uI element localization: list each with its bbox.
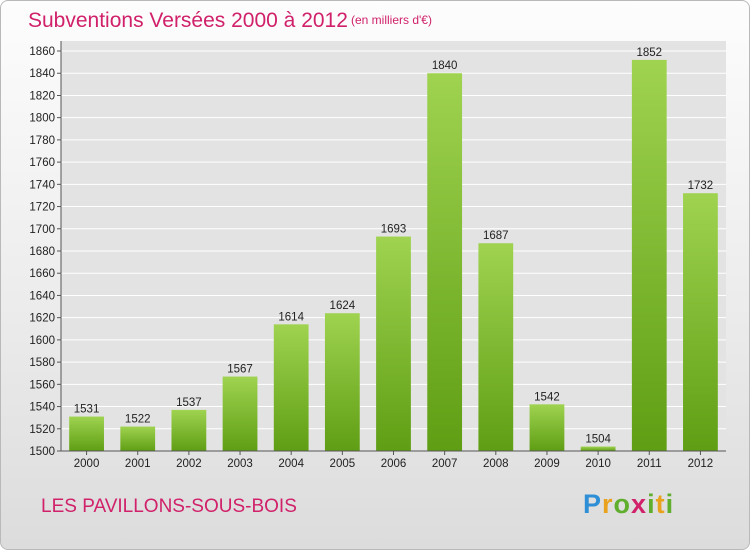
bar-2002 <box>171 409 207 451</box>
y-tick-label: 1860 <box>29 46 55 58</box>
value-label-2011: 1852 <box>636 47 662 59</box>
bar-2009 <box>529 404 565 451</box>
logo-letter: P <box>583 489 603 519</box>
bar-2001 <box>120 426 156 451</box>
chart-subtitle: (en milliers d'€) <box>351 13 432 27</box>
bar-2011 <box>631 59 667 452</box>
x-tick-label-2006: 2006 <box>381 458 407 470</box>
proxiti-logo[interactable]: Proxiti <box>583 489 674 520</box>
x-tick-label-2009: 2009 <box>534 458 560 470</box>
value-label-2002: 1537 <box>176 397 202 409</box>
x-tick-label-2010: 2010 <box>585 458 611 470</box>
bar-2006 <box>376 236 411 451</box>
x-tick-label-2012: 2012 <box>688 458 714 470</box>
value-label-2009: 1542 <box>534 391 560 403</box>
value-label-2006: 1693 <box>381 224 407 236</box>
x-tick-label-2004: 2004 <box>278 458 304 470</box>
value-label-2003: 1567 <box>227 364 253 376</box>
bar-2003 <box>222 376 258 451</box>
y-axis: 1500 1520 1540 1560 1580 1600 1620 1640 1660 1680… <box>29 41 62 458</box>
bar-2004 <box>273 324 309 451</box>
y-tick-label: 1560 <box>29 379 55 391</box>
bar-2005 <box>324 313 360 451</box>
logo-letter: i <box>647 489 656 519</box>
logo-letter: t <box>655 489 666 519</box>
x-tick-label-2002: 2002 <box>176 458 202 470</box>
logo-letter: x <box>631 489 648 519</box>
x-tick-label-2008: 2008 <box>483 458 509 470</box>
y-tick-label: 1660 <box>29 268 55 280</box>
bar-2010 <box>580 446 616 451</box>
y-tick-label: 1800 <box>29 113 55 125</box>
y-tick-label: 1740 <box>29 179 55 191</box>
bar-2012 <box>683 193 718 451</box>
bar-2008 <box>478 243 514 451</box>
y-tick-label: 1680 <box>29 246 55 258</box>
bars: 1531 1522 1537 1567 1614 1624 1693 1840 1687 1542… <box>69 47 718 452</box>
x-tick-label-2003: 2003 <box>227 458 253 470</box>
value-label-2000: 1531 <box>74 404 100 416</box>
y-tick-label: 1840 <box>29 68 55 80</box>
value-label-2005: 1624 <box>330 300 356 312</box>
y-tick-label: 1520 <box>29 424 55 436</box>
y-tick-label: 1540 <box>29 402 55 414</box>
x-tick-label-2005: 2005 <box>330 458 356 470</box>
x-tick-label-2007: 2007 <box>432 458 458 470</box>
y-tick-label: 1500 <box>29 446 55 458</box>
x-tick-label-2001: 2001 <box>125 458 151 470</box>
commune-name: LES PAVILLONS-SOUS-BOIS <box>41 496 297 517</box>
y-tick-label: 1580 <box>29 357 55 369</box>
y-tick-label: 1600 <box>29 335 55 347</box>
y-tick-label: 1720 <box>29 202 55 214</box>
logo-letter: i <box>665 489 675 519</box>
y-tick-label: 1820 <box>29 90 55 102</box>
y-tick-label: 1780 <box>29 135 55 147</box>
bar-2000 <box>69 416 104 451</box>
logo-letter: o <box>613 489 632 519</box>
x-tick-label-2011: 2011 <box>637 458 662 470</box>
value-label-2010: 1504 <box>585 434 611 446</box>
x-tick-label-2000: 2000 <box>74 458 100 470</box>
x-axis: 2000 2001 2002 2003 2004 2005 2006 2007 2008 2009… <box>61 450 726 470</box>
value-label-2012: 1732 <box>688 180 714 192</box>
chart-title: Subventions Versées 2000 à 2012 <box>28 9 348 32</box>
value-label-2008: 1687 <box>483 230 509 242</box>
value-label-2001: 1522 <box>125 414 151 426</box>
y-tick-label: 1620 <box>29 313 55 325</box>
bar-2007 <box>427 73 463 451</box>
logo-letter: r <box>602 489 614 519</box>
value-label-2004: 1614 <box>278 311 304 323</box>
y-tick-label: 1760 <box>29 157 55 169</box>
y-tick-label: 1640 <box>29 290 55 302</box>
value-label-2007: 1840 <box>432 60 458 72</box>
y-tick-label: 1700 <box>29 224 55 236</box>
